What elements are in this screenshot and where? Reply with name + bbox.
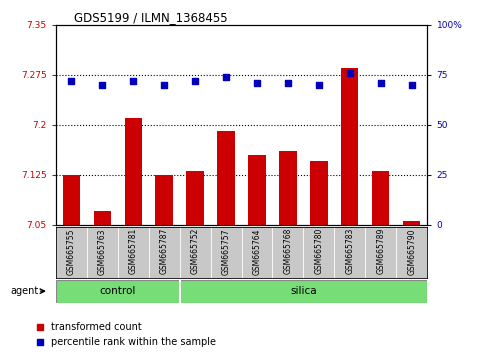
Point bbox=[408, 82, 416, 88]
Bar bbox=[341, 68, 358, 225]
Bar bbox=[180, 280, 427, 303]
Bar bbox=[62, 175, 80, 225]
Text: silica: silica bbox=[290, 286, 317, 296]
Point bbox=[129, 78, 137, 84]
Text: control: control bbox=[99, 286, 136, 296]
Point bbox=[191, 78, 199, 84]
Bar bbox=[311, 161, 327, 225]
Text: GSM665789: GSM665789 bbox=[376, 228, 385, 274]
Text: GSM665764: GSM665764 bbox=[253, 228, 261, 275]
Point bbox=[222, 74, 230, 80]
Text: GSM665752: GSM665752 bbox=[190, 228, 199, 274]
Text: GSM665755: GSM665755 bbox=[67, 228, 75, 275]
Text: transformed count: transformed count bbox=[51, 321, 142, 332]
Point bbox=[315, 82, 323, 88]
Text: GDS5199 / ILMN_1368455: GDS5199 / ILMN_1368455 bbox=[74, 11, 228, 24]
Point bbox=[67, 78, 75, 84]
Bar bbox=[156, 175, 172, 225]
Text: GSM665757: GSM665757 bbox=[222, 228, 230, 275]
Text: GSM665783: GSM665783 bbox=[345, 228, 355, 274]
Text: percentile rank within the sample: percentile rank within the sample bbox=[51, 337, 216, 348]
Point bbox=[37, 340, 44, 346]
Text: GSM665787: GSM665787 bbox=[159, 228, 169, 274]
Text: GSM665763: GSM665763 bbox=[98, 228, 107, 275]
Text: agent: agent bbox=[10, 286, 38, 296]
Point bbox=[37, 324, 44, 329]
Point bbox=[160, 82, 168, 88]
Bar bbox=[248, 155, 266, 225]
Point bbox=[284, 80, 292, 86]
Point bbox=[346, 70, 354, 76]
Text: GSM665780: GSM665780 bbox=[314, 228, 324, 274]
Bar bbox=[94, 211, 111, 225]
Bar bbox=[372, 171, 389, 225]
Text: GSM665790: GSM665790 bbox=[408, 228, 416, 275]
Text: GSM665768: GSM665768 bbox=[284, 228, 293, 274]
Point bbox=[98, 82, 106, 88]
Bar bbox=[403, 222, 421, 225]
Bar bbox=[125, 118, 142, 225]
Bar bbox=[56, 280, 180, 303]
Point bbox=[377, 80, 385, 86]
Point bbox=[253, 80, 261, 86]
Bar bbox=[186, 171, 203, 225]
Text: GSM665781: GSM665781 bbox=[128, 228, 138, 274]
Bar bbox=[280, 152, 297, 225]
Bar bbox=[217, 131, 235, 225]
